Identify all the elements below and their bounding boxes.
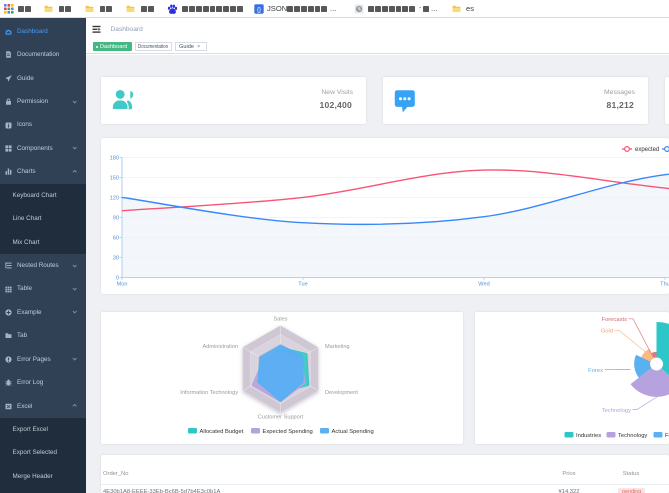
- svg-text:180: 180: [110, 155, 119, 161]
- svg-text:Customer Support: Customer Support: [258, 415, 304, 421]
- svg-text:Administration: Administration: [203, 344, 238, 350]
- svg-text:Gold: Gold: [600, 329, 612, 335]
- svg-text:Forex: Forex: [665, 433, 669, 439]
- svg-text:Allocated Budget: Allocated Budget: [200, 429, 244, 435]
- svg-text:{}: {}: [257, 7, 261, 13]
- svg-text:Industries: Industries: [576, 433, 601, 439]
- svg-text:90: 90: [113, 215, 119, 221]
- svg-text:expected: expected: [635, 147, 659, 153]
- svg-text:Technology: Technology: [618, 433, 647, 439]
- svg-text:Wed: Wed: [478, 282, 489, 288]
- svg-text:60: 60: [113, 235, 119, 241]
- svg-text:Marketing: Marketing: [325, 344, 350, 350]
- svg-text:Technology: Technology: [601, 408, 630, 414]
- svg-text:0: 0: [116, 275, 119, 281]
- svg-text:Development: Development: [325, 390, 358, 396]
- svg-text:Expected Spending: Expected Spending: [263, 429, 313, 435]
- svg-text:Forecasts: Forecasts: [601, 317, 627, 323]
- svg-text:Mon: Mon: [117, 282, 128, 288]
- svg-text:Forex: Forex: [588, 368, 603, 374]
- svg-text:Thu: Thu: [660, 282, 669, 288]
- svg-text:Information Technology: Information Technology: [180, 390, 238, 396]
- svg-text:30: 30: [113, 255, 119, 261]
- svg-text:120: 120: [110, 195, 119, 201]
- svg-text:Sales: Sales: [274, 317, 288, 323]
- svg-text:150: 150: [110, 175, 119, 181]
- svg-text:Tue: Tue: [298, 282, 307, 288]
- svg-text:Actual Spending: Actual Spending: [332, 429, 374, 435]
